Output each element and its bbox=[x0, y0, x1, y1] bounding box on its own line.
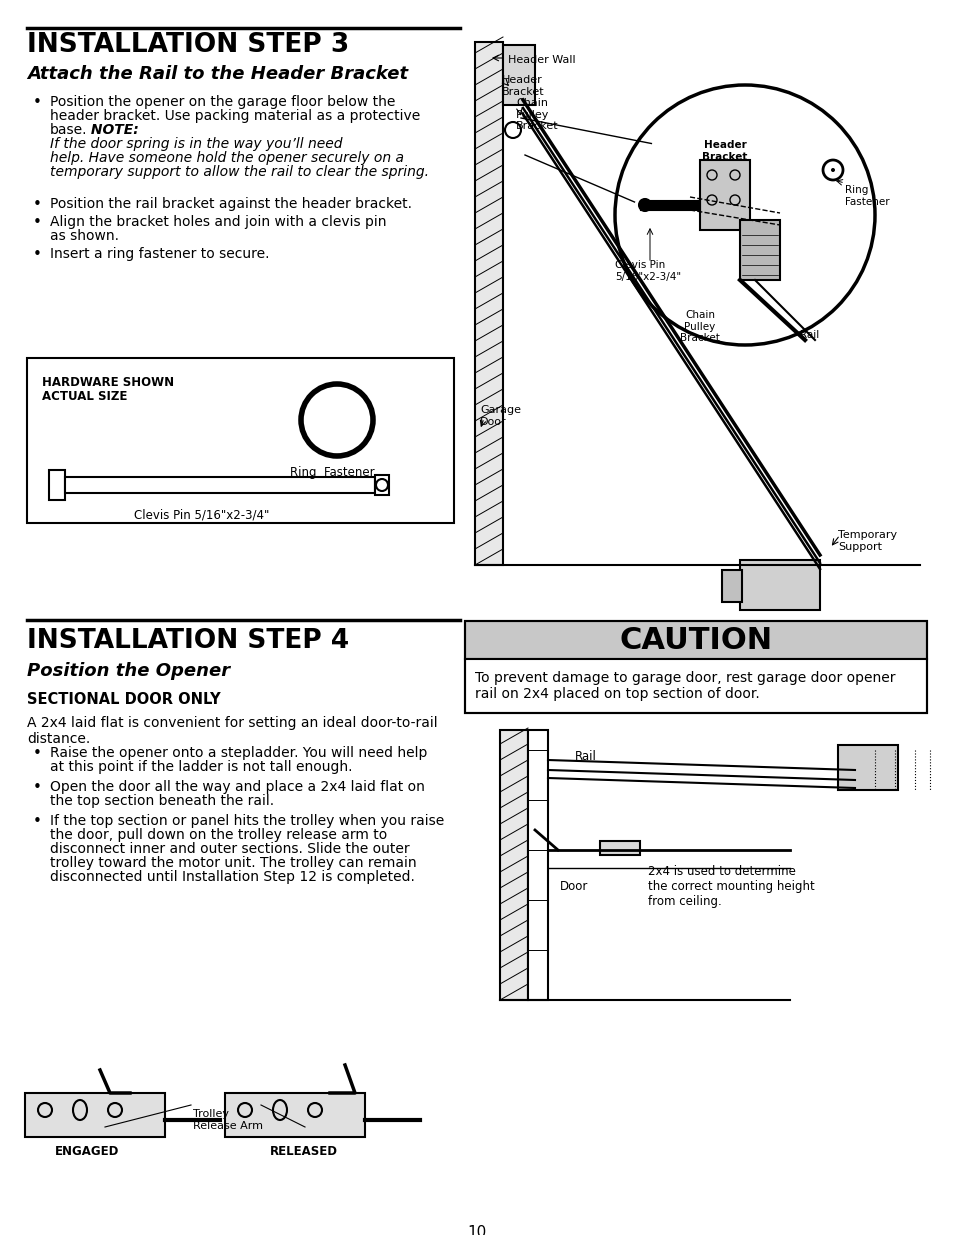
Text: Rail: Rail bbox=[575, 750, 597, 763]
Text: HARDWARE SHOWN: HARDWARE SHOWN bbox=[42, 375, 174, 389]
Bar bbox=[700, 161, 749, 230]
Text: Door: Door bbox=[559, 881, 588, 893]
Text: temporary support to allow the rail to clear the spring.: temporary support to allow the rail to c… bbox=[50, 165, 429, 179]
Text: CAUTION: CAUTION bbox=[618, 626, 772, 655]
Bar bbox=[25, 1093, 165, 1137]
Text: Chain
Pulley
Bracket: Chain Pulley Bracket bbox=[679, 310, 720, 343]
Text: Open the door all the way and place a 2x4 laid flat on: Open the door all the way and place a 2x… bbox=[50, 781, 424, 794]
Text: Position the Opener: Position the Opener bbox=[27, 662, 230, 680]
Bar bbox=[599, 841, 639, 855]
Text: Position the rail bracket against the header bracket.: Position the rail bracket against the he… bbox=[50, 198, 412, 211]
Bar bbox=[502, 44, 535, 105]
Bar bbox=[740, 220, 780, 280]
Text: Attach the Rail to the Header Bracket: Attach the Rail to the Header Bracket bbox=[27, 65, 408, 83]
Text: If the top section or panel hits the trolley when you raise: If the top section or panel hits the tro… bbox=[50, 814, 444, 827]
Text: •: • bbox=[33, 215, 42, 230]
Text: at this point if the ladder is not tall enough.: at this point if the ladder is not tall … bbox=[50, 760, 352, 774]
Text: Raise the opener onto a stepladder. You will need help: Raise the opener onto a stepladder. You … bbox=[50, 746, 427, 760]
Text: Ring  Fastener: Ring Fastener bbox=[290, 466, 374, 479]
Text: Header Wall: Header Wall bbox=[507, 56, 575, 65]
Bar bbox=[464, 659, 926, 713]
Text: Ring
Fastener: Ring Fastener bbox=[844, 185, 889, 206]
Text: Header
Bracket: Header Bracket bbox=[701, 140, 747, 162]
Text: ENGAGED: ENGAGED bbox=[55, 1145, 119, 1158]
Bar bbox=[49, 471, 65, 500]
Text: A 2x4 laid flat is convenient for setting an ideal door-to-rail
distance.: A 2x4 laid flat is convenient for settin… bbox=[27, 716, 437, 746]
Text: •: • bbox=[33, 198, 42, 212]
Text: disconnect inner and outer sections. Slide the outer: disconnect inner and outer sections. Sli… bbox=[50, 842, 409, 856]
Bar bbox=[27, 358, 454, 522]
Circle shape bbox=[615, 85, 874, 345]
Bar bbox=[527, 730, 547, 1000]
Text: INSTALLATION STEP 4: INSTALLATION STEP 4 bbox=[27, 629, 349, 655]
Text: header bracket. Use packing material as a protective: header bracket. Use packing material as … bbox=[50, 109, 420, 124]
Bar bbox=[475, 42, 502, 564]
Text: 2x4 is used to determine
the correct mounting height
from ceiling.: 2x4 is used to determine the correct mou… bbox=[647, 864, 814, 908]
Text: Header
Bracket: Header Bracket bbox=[501, 75, 544, 96]
Text: Chain
Pulley
Bracket: Chain Pulley Bracket bbox=[516, 98, 558, 131]
Circle shape bbox=[639, 199, 650, 211]
Text: •: • bbox=[33, 247, 42, 262]
Text: Trolley
Release Arm: Trolley Release Arm bbox=[193, 1109, 263, 1130]
Bar bbox=[225, 1093, 365, 1137]
Text: •: • bbox=[33, 814, 42, 829]
Text: NOTE:: NOTE: bbox=[86, 124, 138, 137]
Text: Clevis Pin
5/16"x2-3/4": Clevis Pin 5/16"x2-3/4" bbox=[615, 261, 680, 282]
Text: If the door spring is in the way you’ll need: If the door spring is in the way you’ll … bbox=[50, 137, 342, 151]
Text: •: • bbox=[33, 781, 42, 795]
Text: help. Have someone hold the opener securely on a: help. Have someone hold the opener secur… bbox=[50, 151, 403, 165]
Text: SECTIONAL DOOR ONLY: SECTIONAL DOOR ONLY bbox=[27, 692, 220, 706]
Text: trolley toward the motor unit. The trolley can remain: trolley toward the motor unit. The troll… bbox=[50, 856, 416, 869]
Text: base.: base. bbox=[50, 124, 88, 137]
Bar bbox=[837, 745, 897, 790]
Text: Insert a ring fastener to secure.: Insert a ring fastener to secure. bbox=[50, 247, 269, 261]
Text: RELEASED: RELEASED bbox=[270, 1145, 337, 1158]
Bar bbox=[464, 621, 926, 659]
Text: Position the opener on the garage floor below the: Position the opener on the garage floor … bbox=[50, 95, 395, 109]
Text: INSTALLATION STEP 3: INSTALLATION STEP 3 bbox=[27, 32, 349, 58]
Text: Temporary
Support: Temporary Support bbox=[837, 530, 896, 552]
Text: Garage
Door: Garage Door bbox=[479, 405, 520, 426]
Text: the door, pull down on the trolley release arm to: the door, pull down on the trolley relea… bbox=[50, 827, 387, 842]
Text: Rail: Rail bbox=[800, 330, 819, 340]
Text: as shown.: as shown. bbox=[50, 228, 119, 243]
Text: disconnected until Installation Step 12 is completed.: disconnected until Installation Step 12 … bbox=[50, 869, 415, 884]
Bar bbox=[464, 621, 926, 713]
Text: 10: 10 bbox=[467, 1225, 486, 1235]
Text: Align the bracket holes and join with a clevis pin: Align the bracket holes and join with a … bbox=[50, 215, 386, 228]
Text: ACTUAL SIZE: ACTUAL SIZE bbox=[42, 390, 128, 403]
Circle shape bbox=[830, 168, 834, 172]
Bar bbox=[721, 571, 741, 601]
Text: the top section beneath the rail.: the top section beneath the rail. bbox=[50, 794, 274, 808]
Text: •: • bbox=[33, 95, 42, 110]
Text: •: • bbox=[33, 746, 42, 761]
Bar bbox=[65, 477, 375, 493]
Bar bbox=[499, 730, 527, 1000]
Bar bbox=[375, 475, 389, 495]
Bar bbox=[740, 559, 820, 610]
Text: Clevis Pin 5/16"x2-3/4": Clevis Pin 5/16"x2-3/4" bbox=[134, 508, 270, 521]
Text: To prevent damage to garage door, rest garage door opener
rail on 2x4 placed on : To prevent damage to garage door, rest g… bbox=[475, 671, 895, 701]
